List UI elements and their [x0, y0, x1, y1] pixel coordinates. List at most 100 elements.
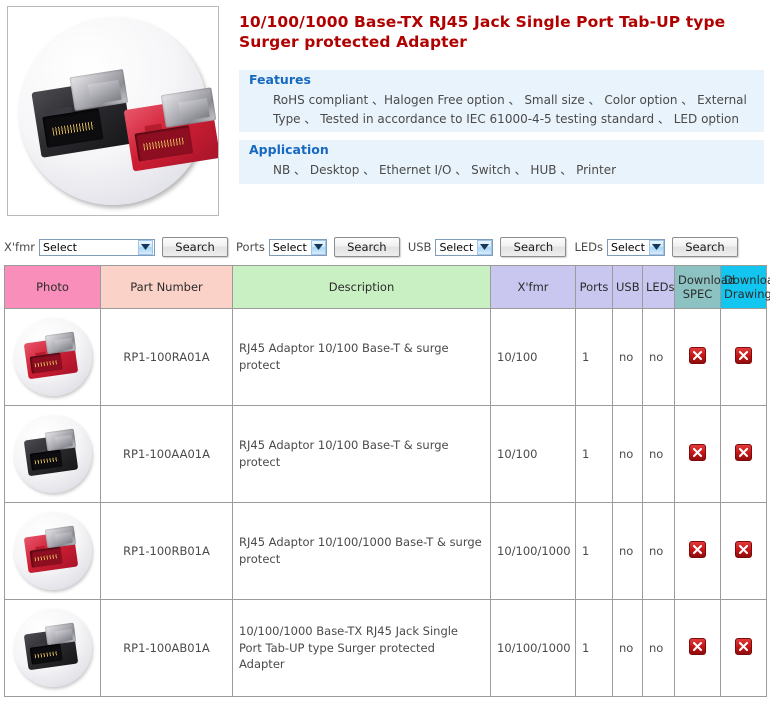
features-text: RoHS compliant 、Halogen Free option 、 Sm… [239, 89, 764, 133]
column-header-download-drawing: Download Drawing [720, 265, 770, 309]
cell-leds: no [642, 308, 675, 406]
filter-label-usb: USB [407, 240, 432, 254]
column-header-description: Description [232, 265, 491, 309]
cell-download-spec[interactable] [674, 599, 721, 697]
chevron-down-icon [310, 239, 326, 255]
download-spec-broken-image-icon[interactable] [689, 444, 706, 461]
cell-xfmr: 10/100 [490, 405, 576, 503]
cell-description: 10/100/1000 Base-TX RJ45 Jack Single Por… [232, 599, 491, 697]
product-table: Photo Part Number Description X'fmr Port… [4, 265, 770, 697]
table-row: RP1-100RB01A RJ45 Adaptor 10/100/1000 Bas… [4, 502, 767, 600]
cell-usb: no [612, 308, 643, 406]
column-header-leds: LEDs [642, 265, 675, 309]
rj45-jack-red-icon [123, 87, 218, 172]
table-header-row: Photo Part Number Description X'fmr Port… [4, 265, 770, 309]
download-drawing-broken-image-icon[interactable] [735, 347, 752, 364]
filter-group-xfmr: X'fmr Select Search [4, 237, 229, 257]
product-thumbnail [11, 413, 95, 495]
ports-select[interactable]: Select [268, 238, 327, 256]
cell-part-number: RP1-100AB01A [100, 599, 233, 697]
download-drawing-broken-image-icon[interactable] [735, 638, 752, 655]
filter-label-leds: LEDs [574, 240, 603, 254]
column-header-xfmr: X'fmr [490, 265, 576, 309]
usb-select-value: Select [439, 240, 474, 254]
cell-xfmr: 10/100/1000 [490, 599, 576, 697]
column-header-photo: Photo [4, 265, 101, 309]
xfmr-select[interactable]: Select [39, 238, 156, 256]
cell-usb: no [612, 502, 643, 600]
cell-leds: no [642, 599, 675, 697]
features-heading: Features [239, 70, 764, 90]
cell-part-number: RP1-100RB01A [100, 502, 233, 600]
cell-download-drawing[interactable] [720, 405, 767, 503]
cell-description: RJ45 Adaptor 10/100 Base-T & surge prote… [232, 405, 491, 503]
table-row: RP1-100AA01A RJ45 Adaptor 10/100 Base-T &… [4, 405, 767, 503]
cell-xfmr: 10/100 [490, 308, 576, 406]
product-overview: 10/100/1000 Base-TX RJ45 Jack Single Por… [0, 0, 770, 216]
cell-usb: no [612, 599, 643, 697]
cell-download-spec[interactable] [674, 308, 721, 406]
cell-description: RJ45 Adaptor 10/100/1000 Base-T & surge … [232, 502, 491, 600]
chevron-down-icon [138, 239, 154, 255]
table-row: RP1-100AB01A 10/100/1000 Base-TX RJ45 Jac… [4, 599, 767, 697]
page-title: 10/100/1000 Base-TX RJ45 Jack Single Por… [239, 13, 726, 52]
product-thumbnail [11, 510, 95, 592]
column-header-ports: Ports [575, 265, 613, 309]
cell-photo [4, 308, 101, 406]
download-spec-broken-image-icon[interactable] [689, 638, 706, 655]
rj45-jack-red-icon [23, 331, 79, 380]
cell-download-drawing[interactable] [720, 308, 767, 406]
rj45-jack-black-icon [23, 428, 79, 477]
table-row: RP1-100RA01A RJ45 Adaptor 10/100 Base-T &… [4, 308, 767, 406]
download-spec-broken-image-icon[interactable] [689, 541, 706, 558]
filter-group-usb: USB Select Search [408, 237, 567, 257]
chevron-down-icon [477, 239, 493, 255]
cell-xfmr: 10/100/1000 [490, 502, 576, 600]
cell-part-number: RP1-100RA01A [100, 308, 233, 406]
rj45-jack-red-icon [23, 525, 79, 574]
application-heading: Application [239, 140, 764, 160]
download-drawing-broken-image-icon[interactable] [735, 444, 752, 461]
cell-usb: no [612, 405, 643, 503]
cell-ports: 1 [575, 502, 613, 600]
cell-photo [4, 405, 101, 503]
rj45-jack-black-icon [23, 622, 79, 671]
application-text: NB 、 Desktop 、 Ethernet I/O 、 Switch 、 H… [239, 159, 764, 185]
download-spec-broken-image-icon[interactable] [689, 347, 706, 364]
cell-download-drawing[interactable] [720, 502, 767, 600]
cell-leds: no [642, 502, 675, 600]
filter-group-ports: Ports Select Search [236, 237, 400, 257]
filter-label-xfmr: X'fmr [4, 240, 36, 254]
column-header-usb: USB [612, 265, 643, 309]
leds-select[interactable]: Select [606, 238, 665, 256]
cell-part-number: RP1-100AA01A [100, 405, 233, 503]
cell-download-drawing[interactable] [720, 599, 767, 697]
column-header-part-number: Part Number [100, 265, 233, 309]
cell-download-spec[interactable] [674, 502, 721, 600]
product-photo [7, 6, 219, 216]
column-header-download-spec: Download SPEC [674, 265, 735, 309]
ports-select-value: Select [272, 240, 307, 254]
cell-leds: no [642, 405, 675, 503]
cell-download-spec[interactable] [674, 405, 721, 503]
cell-photo [4, 502, 101, 600]
product-thumbnail [11, 607, 95, 689]
filter-group-leds: LEDs Select Search [574, 237, 738, 257]
filter-label-ports: Ports [236, 240, 265, 254]
search-button-usb[interactable]: Search [500, 237, 567, 257]
product-thumbnail [11, 316, 95, 398]
search-button-ports[interactable]: Search [333, 237, 400, 257]
xfmr-select-value: Select [43, 240, 77, 254]
cell-description: RJ45 Adaptor 10/100 Base-T & surge prote… [232, 308, 491, 406]
chevron-down-icon [648, 239, 664, 255]
download-drawing-broken-image-icon[interactable] [735, 541, 752, 558]
cell-ports: 1 [575, 599, 613, 697]
filter-bar: X'fmr Select Search Ports Select Search … [0, 232, 770, 262]
cell-photo [4, 599, 101, 697]
search-button-leds[interactable]: Search [671, 237, 738, 257]
usb-select[interactable]: Select [435, 238, 494, 256]
product-info: 10/100/1000 Base-TX RJ45 Jack Single Por… [219, 6, 770, 185]
search-button-xfmr[interactable]: Search [162, 237, 229, 257]
cell-ports: 1 [575, 405, 613, 503]
cell-ports: 1 [575, 308, 613, 406]
